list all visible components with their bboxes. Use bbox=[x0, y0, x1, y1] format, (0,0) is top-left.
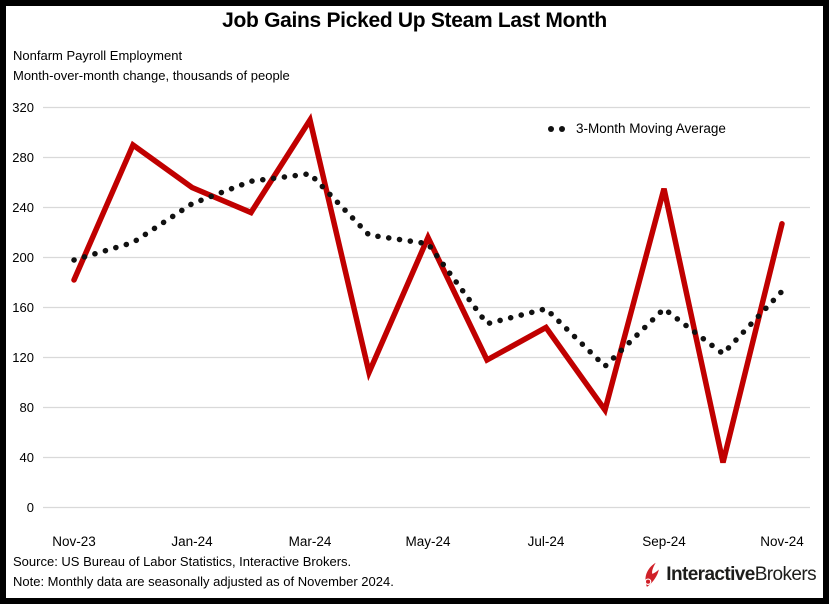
footnotes: Source: US Bureau of Labor Statistics, I… bbox=[13, 552, 394, 592]
monthly-change-line bbox=[71, 113, 785, 464]
y-tick-label: 40 bbox=[20, 450, 34, 465]
x-tick-label: Sep-24 bbox=[642, 534, 686, 549]
ib-spark-icon bbox=[645, 562, 660, 587]
y-tick-label: 160 bbox=[12, 300, 34, 315]
y-tick-label: 0 bbox=[27, 500, 34, 515]
source-text: Source: US Bureau of Labor Statistics, I… bbox=[13, 554, 352, 569]
interactive-brokers-logo: InteractiveBrokers bbox=[643, 562, 817, 588]
logo-text: InteractiveBrokers bbox=[666, 562, 816, 588]
y-tick-label: 120 bbox=[12, 350, 34, 365]
legend: 3-Month Moving Average bbox=[548, 121, 726, 136]
x-tick-label: Nov-23 bbox=[52, 534, 96, 549]
moving-average-line bbox=[71, 170, 785, 371]
y-tick-label: 280 bbox=[12, 150, 34, 165]
chart-title: Job Gains Picked Up Steam Last Month bbox=[222, 9, 607, 32]
logo-word-regular: Brokers bbox=[754, 564, 817, 585]
x-tick-label: Mar-24 bbox=[289, 534, 332, 549]
x-tick-label: May-24 bbox=[405, 534, 451, 549]
chart-subtitle: Nonfarm Payroll Employment Month-over-mo… bbox=[13, 46, 290, 86]
x-tick-label: Nov-24 bbox=[760, 534, 804, 549]
subtitle-line-2: Month-over-month change, thousands of pe… bbox=[13, 68, 290, 83]
subtitle-line-1: Nonfarm Payroll Employment bbox=[13, 48, 183, 63]
y-tick-label: 240 bbox=[12, 200, 34, 215]
note-text: Note: Monthly data are seasonally adjust… bbox=[13, 574, 394, 589]
y-tick-label: 200 bbox=[12, 250, 34, 265]
legend-dot-icon bbox=[559, 125, 565, 132]
x-tick-label: Jul-24 bbox=[528, 534, 565, 549]
x-tick-label: Jan-24 bbox=[171, 534, 213, 549]
legend-dot-icon bbox=[548, 125, 554, 132]
logo-word-bold: Interactive bbox=[666, 564, 755, 585]
spark-dot bbox=[646, 579, 651, 584]
legend-label: 3-Month Moving Average bbox=[576, 121, 726, 136]
y-tick-label: 80 bbox=[20, 400, 34, 415]
y-tick-label: 320 bbox=[12, 100, 34, 115]
